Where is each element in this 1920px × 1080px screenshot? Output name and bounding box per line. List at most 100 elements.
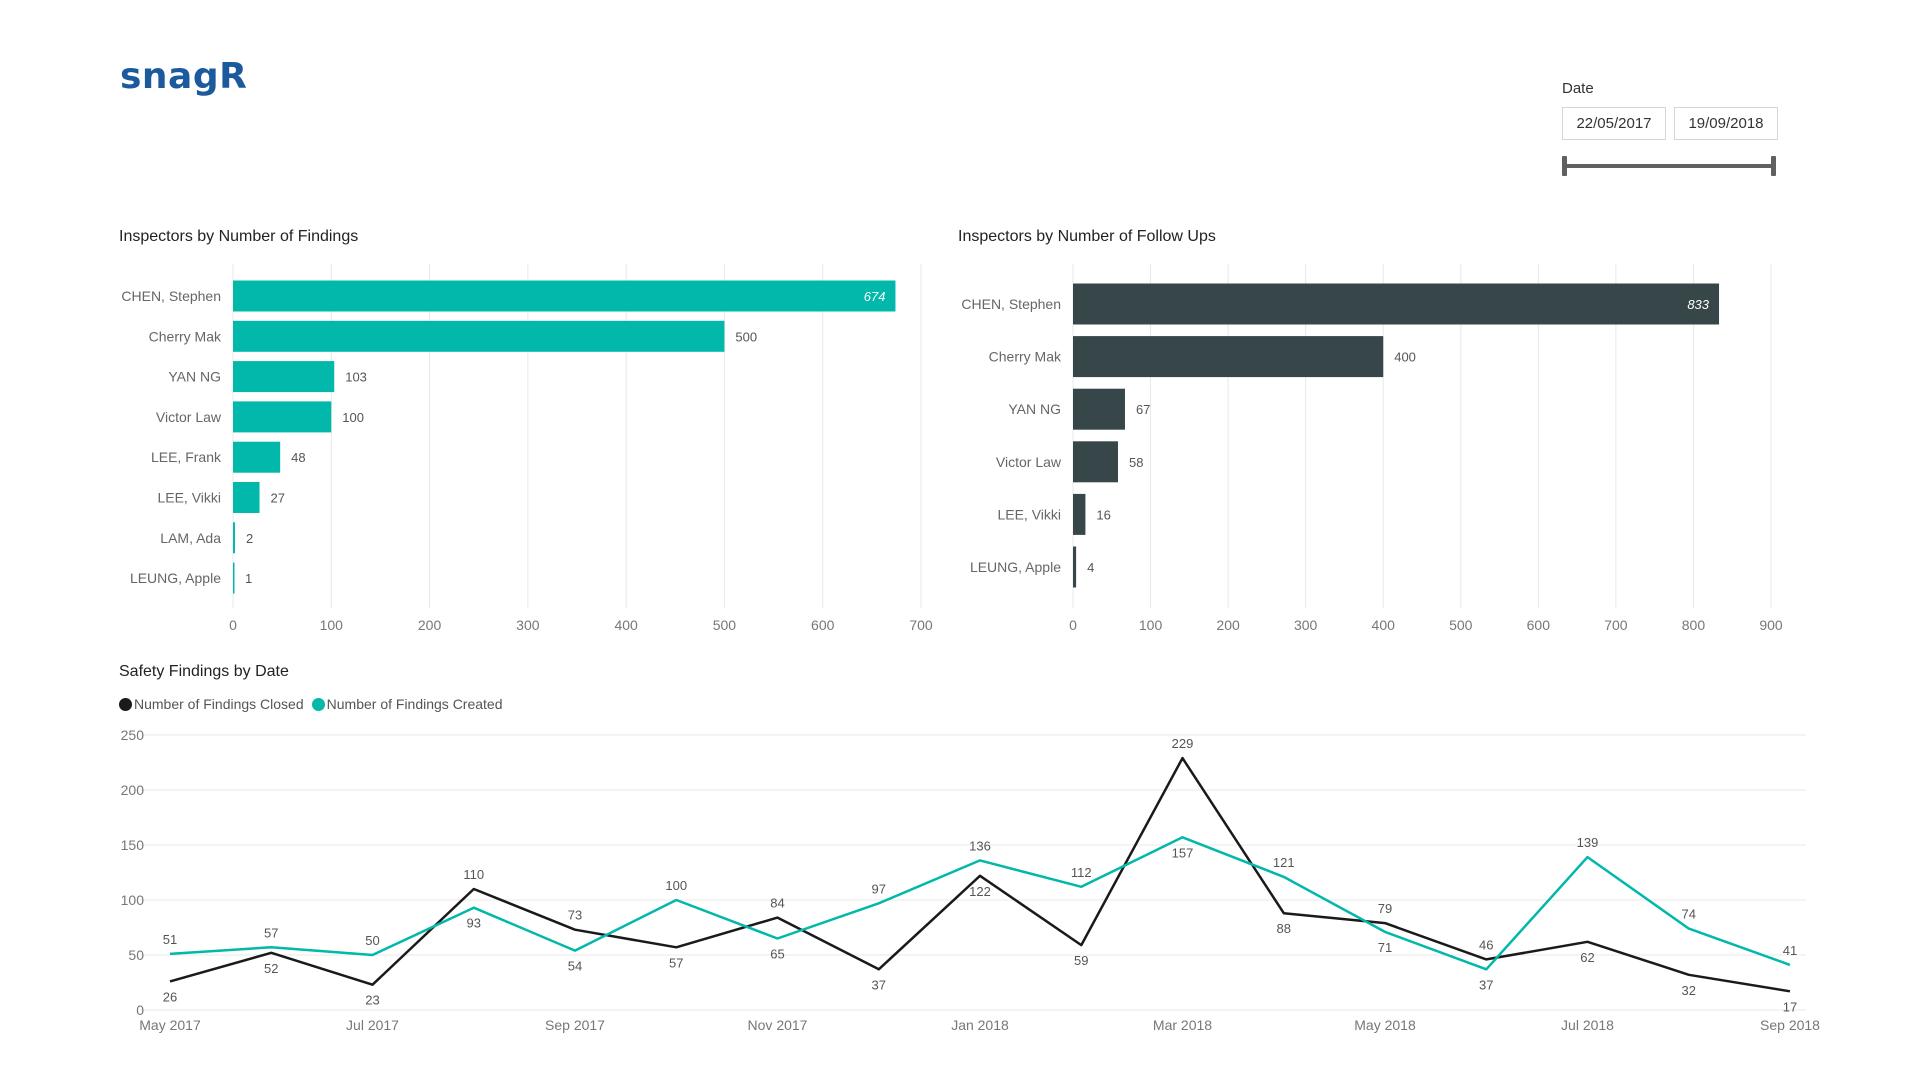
data-label: 136	[969, 838, 991, 853]
x-tick-label: 700	[909, 617, 933, 633]
bar	[233, 562, 235, 594]
x-tick-label: 400	[1372, 617, 1396, 633]
x-tick-label: 600	[1527, 617, 1551, 633]
category-label: YAN NG	[168, 369, 221, 385]
data-label: 27	[271, 491, 285, 506]
category-label: LEE, Vikki	[157, 490, 221, 506]
legend-item-closed[interactable]: Number of Findings Closed	[119, 696, 304, 712]
bar	[233, 361, 335, 393]
start-date-input[interactable]: 22/05/2017	[1562, 107, 1666, 140]
data-label: 139	[1577, 835, 1599, 850]
data-label: 4	[1087, 560, 1094, 575]
data-label: 59	[1074, 953, 1088, 968]
x-tick-label: Jan 2018	[951, 1017, 1009, 1033]
data-label: 229	[1172, 736, 1194, 751]
y-tick-label: 200	[121, 782, 145, 798]
legend-item-created[interactable]: Number of Findings Created	[311, 696, 503, 712]
data-label: 71	[1378, 940, 1392, 955]
data-label: 73	[568, 908, 582, 923]
y-tick-label: 250	[121, 727, 145, 743]
y-tick-label: 50	[128, 947, 144, 963]
timeline-chart-title: Safety Findings by Date	[119, 663, 289, 680]
data-label: 833	[1687, 297, 1709, 312]
slider-end-handle[interactable]	[1771, 156, 1776, 176]
date-filter: Date 22/05/2017 19/09/2018	[1562, 80, 1782, 178]
x-tick-label: 800	[1682, 617, 1706, 633]
data-label: 37	[872, 977, 886, 992]
date-range-slider[interactable]	[1562, 154, 1776, 178]
data-label: 57	[669, 955, 683, 970]
data-label: 79	[1378, 901, 1392, 916]
data-label: 46	[1479, 937, 1493, 952]
x-tick-label: 300	[1294, 617, 1318, 633]
data-label: 400	[1394, 350, 1416, 365]
slider-start-handle[interactable]	[1562, 156, 1567, 176]
x-tick-label: Nov 2017	[748, 1017, 808, 1033]
category-label: LEE, Frank	[151, 449, 222, 465]
data-label: 93	[467, 916, 481, 931]
x-tick-label: Sep 2018	[1760, 1017, 1820, 1033]
data-label: 100	[665, 878, 687, 893]
x-tick-label: 0	[1069, 617, 1077, 633]
data-label: 122	[969, 884, 991, 899]
timeline-legend: Number of Findings Closed Number of Find…	[119, 696, 507, 712]
x-tick-label: 500	[713, 617, 737, 633]
data-label: 121	[1273, 855, 1295, 870]
data-label: 97	[872, 881, 886, 896]
data-label: 62	[1580, 950, 1594, 965]
data-label: 157	[1172, 845, 1194, 860]
date-filter-label: Date	[1562, 80, 1594, 97]
category-label: LEE, Vikki	[997, 506, 1061, 522]
data-label: 88	[1277, 921, 1291, 936]
x-tick-label: 900	[1759, 617, 1783, 633]
end-date-input[interactable]: 19/09/2018	[1674, 107, 1778, 140]
x-tick-label: Jul 2018	[1561, 1017, 1614, 1033]
timeline-line-chart: 0 50 100 150 200 250 May 2017 Jul 2017 Sep 2017 N…	[121, 727, 1821, 1033]
data-label: 674	[864, 289, 886, 304]
data-label: 74	[1682, 907, 1696, 922]
category-label: LEUNG, Apple	[130, 570, 221, 586]
x-tick-label: 300	[516, 617, 540, 633]
data-label: 32	[1682, 983, 1696, 998]
findings-chart-title: Inspectors by Number of Findings	[119, 228, 359, 245]
x-tick-label: Mar 2018	[1153, 1017, 1212, 1033]
x-tick-label: 200	[1216, 617, 1240, 633]
data-label: 58	[1129, 455, 1143, 470]
legend-label-created: Number of Findings Created	[326, 696, 503, 712]
x-tick-label: 400	[614, 617, 638, 633]
data-label: 2	[246, 531, 253, 546]
y-tick-label: 100	[121, 892, 145, 908]
bar	[1073, 336, 1384, 378]
category-label: Victor Law	[996, 454, 1062, 470]
data-label: 1	[245, 571, 252, 586]
data-label: 65	[770, 947, 784, 962]
series-line	[169, 756, 1791, 993]
x-tick-label: Jul 2017	[346, 1017, 399, 1033]
data-label: 37	[1479, 977, 1493, 992]
data-label: 50	[365, 933, 379, 948]
bar	[1073, 546, 1077, 588]
x-tick-label: 200	[418, 617, 442, 633]
data-label: 26	[163, 989, 177, 1004]
x-tick-label: 100	[320, 617, 344, 633]
y-tick-label: 0	[136, 1002, 144, 1018]
data-label: 51	[163, 932, 177, 947]
x-tick-label: 600	[811, 617, 835, 633]
legend-dot-closed	[119, 697, 132, 711]
data-label: 48	[291, 450, 305, 465]
bar	[1073, 388, 1125, 430]
data-label: 41	[1783, 943, 1797, 958]
category-label: CHEN, Stephen	[121, 288, 221, 304]
legend-dot-created	[311, 697, 325, 711]
x-tick-label: 500	[1449, 617, 1473, 633]
data-label: 54	[568, 959, 582, 974]
data-label: 57	[264, 925, 278, 940]
x-tick-label: Sep 2017	[545, 1017, 605, 1033]
data-label: 112	[1071, 865, 1092, 880]
bar	[233, 401, 332, 433]
data-label: 52	[264, 961, 278, 976]
bar	[233, 482, 260, 513]
data-label: 500	[735, 329, 757, 344]
data-label: 110	[463, 867, 484, 882]
